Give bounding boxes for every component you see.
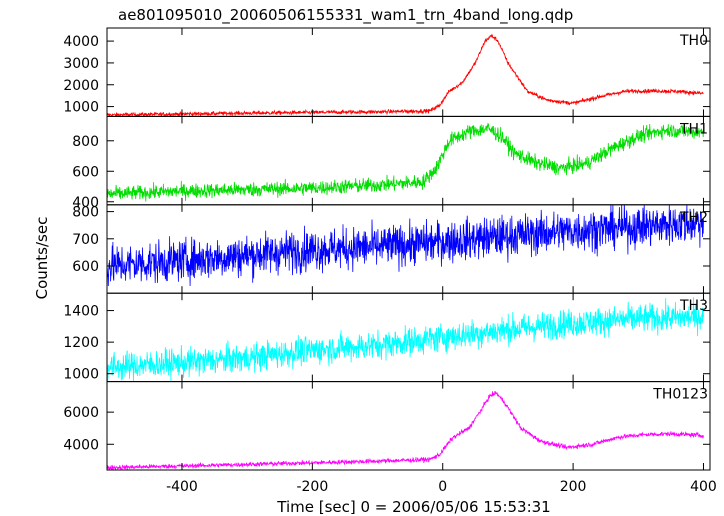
x-tick-label: 0	[438, 479, 447, 495]
y-tick-label: 1200	[63, 335, 99, 351]
y-tick-label: 2000	[63, 78, 99, 94]
y-tick-label: 600	[72, 164, 99, 180]
y-tick-label: 800	[72, 134, 99, 150]
y-tick-label: 1400	[63, 304, 99, 320]
x-tick-label: -200	[296, 479, 328, 495]
chart-title: ae801095010_20060506155331_wam1_trn_4ban…	[118, 6, 573, 25]
panel-label-th0123: TH0123	[652, 387, 708, 403]
y-tick-label: 6000	[63, 405, 99, 421]
y-tick-label: 800	[72, 205, 99, 221]
y-tick-label: 700	[72, 232, 99, 248]
panel-frame	[106, 381, 711, 471]
series-line-th1	[107, 122, 704, 202]
y-tick-label: 1000	[63, 100, 99, 116]
y-axis-label: Counts/sec	[33, 217, 51, 300]
series-line-th0123	[107, 391, 704, 471]
x-tick-label: -400	[166, 479, 198, 495]
panel-th3: 1000 1200 1400 TH3	[63, 292, 711, 383]
series-line-th0	[107, 33, 704, 117]
x-tick-label: 400	[690, 479, 717, 495]
y-tick-label: 1000	[63, 367, 99, 383]
series-line-th3	[107, 297, 704, 382]
panel-th1: 400 600 800 TH1	[72, 115, 711, 211]
panel-label-th2: TH2	[679, 210, 708, 226]
panel-label-th1: TH1	[679, 121, 708, 137]
panel-th2: 600 700 800 TH2	[72, 204, 711, 294]
y-tick-label: 4000	[63, 34, 99, 50]
panel-th0: 1000 2000 3000 4000 TH0	[63, 27, 711, 117]
y-tick-label: 4000	[63, 437, 99, 453]
y-tick-label: 400	[72, 195, 99, 211]
x-tick-label: 200	[560, 479, 587, 495]
panel-label-th3: TH3	[679, 298, 708, 314]
panel-th0123: 4000 6000 TH0123	[63, 381, 711, 471]
panel-frame	[106, 27, 711, 117]
series-line-th2	[107, 204, 704, 287]
y-tick-label: 3000	[63, 56, 99, 72]
x-axis-label: Time [sec] 0 = 2006/05/06 15:53:31	[276, 498, 550, 516]
panel-label-th0: TH0	[679, 33, 708, 49]
y-tick-label: 600	[72, 259, 99, 275]
